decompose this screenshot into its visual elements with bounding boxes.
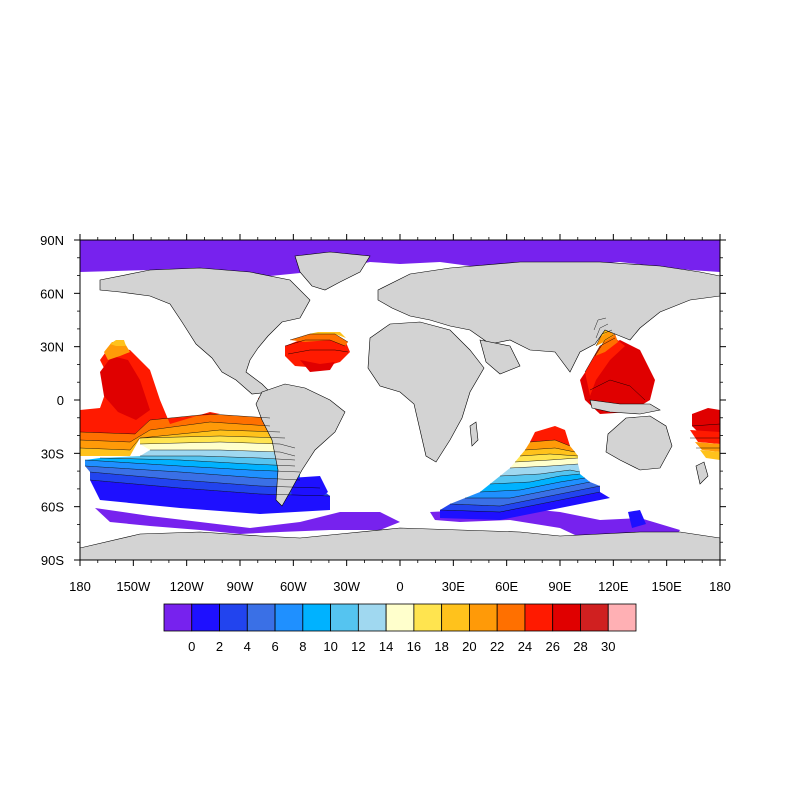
colorbar-label: 24: [518, 639, 532, 654]
small-cold-patch: [290, 476, 328, 506]
colorbar-label: 20: [462, 639, 476, 654]
colorbar-label: 10: [323, 639, 337, 654]
longitude-labels: 180 150W 120W 90W 60W 30W 0 30E 60E 90E 120E 150E 18…: [69, 579, 731, 594]
colorbar-swatch: [469, 603, 498, 632]
lat-tick-label: 30S: [41, 446, 64, 461]
lon-tick-label: 180: [709, 579, 731, 594]
maritime-continent: [589, 399, 661, 415]
lon-tick-label: 30E: [442, 579, 465, 594]
colorbar-label: 14: [379, 639, 393, 654]
colorbar-swatch: [580, 603, 609, 632]
colorbar-label: 4: [244, 639, 251, 654]
lat-tick-label: 60N: [40, 286, 64, 301]
arctic-cold-band: [80, 240, 720, 278]
colorbar-swatch: [219, 603, 248, 632]
lon-tick-label: 60E: [495, 579, 518, 594]
new-zealand: [695, 461, 709, 485]
southwest-pacific-warm-patch: [690, 408, 720, 460]
colorbar-swatch: [191, 603, 220, 632]
colorbar-label: 8: [299, 639, 306, 654]
lon-tick-label: 90E: [548, 579, 571, 594]
lon-tick-label: 30W: [333, 579, 360, 594]
antarctica: [80, 527, 720, 560]
lon-tick-label: 60W: [280, 579, 307, 594]
colorbar-label: 2: [216, 639, 223, 654]
lon-tick-label: 90W: [227, 579, 254, 594]
colorbar-swatch: [163, 603, 193, 632]
colorbar-label: 28: [573, 639, 587, 654]
map-plot-area: [80, 240, 720, 560]
lon-tick-label: 180: [69, 579, 91, 594]
colorbar-swatch: [496, 603, 526, 632]
colorbar-swatch: [330, 603, 359, 632]
colorbar-label: 30: [601, 639, 615, 654]
colorbar-label: 26: [545, 639, 559, 654]
south-america: [255, 383, 346, 507]
colorbar-swatch: [357, 603, 387, 632]
madagascar: [469, 421, 479, 447]
lon-tick-label: 120W: [170, 579, 205, 594]
colorbar-swatch: [441, 603, 470, 632]
lat-tick-label: 90N: [40, 233, 64, 248]
colorbar-label: 16: [407, 639, 421, 654]
colorbar: 0 2 4 6 8 10 12 14 16 18 20 22 24 26 28 30: [163, 603, 637, 654]
colorbar-swatch: [385, 603, 415, 632]
lon-tick-label: 120E: [598, 579, 629, 594]
lon-tick-label: 0: [396, 579, 403, 594]
colorbar-swatch: [524, 603, 554, 632]
colorbar-label: 22: [490, 639, 504, 654]
lon-tick-label: 150E: [651, 579, 682, 594]
lon-tick-label: 150W: [116, 579, 151, 594]
colorbar-swatch: [274, 603, 304, 632]
north-america: [99, 267, 311, 395]
colorbar-label: 18: [434, 639, 448, 654]
lat-tick-label: 60S: [41, 500, 64, 515]
lat-tick-label: 90S: [41, 553, 64, 568]
latitude-labels: 90N 60N 30N 0 30S 60S 90S: [40, 233, 64, 568]
eurasia: [377, 261, 720, 373]
lat-tick-label: 0: [57, 393, 64, 408]
lat-tick-label: 30N: [40, 340, 64, 355]
colorbar-label: 0: [188, 639, 195, 654]
indian-ocean-sst-gradient: [440, 426, 610, 520]
colorbar-swatch: [246, 603, 276, 632]
pacific-sst-gradient: [80, 340, 330, 514]
greenland: [294, 251, 371, 291]
colorbar-swatch: [413, 603, 443, 632]
southern-ocean-cold-band-west: [95, 508, 400, 534]
africa: [367, 321, 485, 463]
australia: [605, 415, 673, 471]
colorbar-label: 6: [271, 639, 278, 654]
arabian-peninsula: [479, 339, 521, 375]
land-masses: [80, 251, 720, 560]
colorbar-label: 12: [351, 639, 365, 654]
axis-ticks: [74, 234, 726, 566]
colorbar-swatch: [302, 603, 331, 632]
colorbar-swatch: [607, 603, 637, 632]
colorbar-swatch: [552, 603, 581, 632]
small-cold-patch: [628, 510, 646, 528]
contour-lines: [80, 317, 720, 513]
